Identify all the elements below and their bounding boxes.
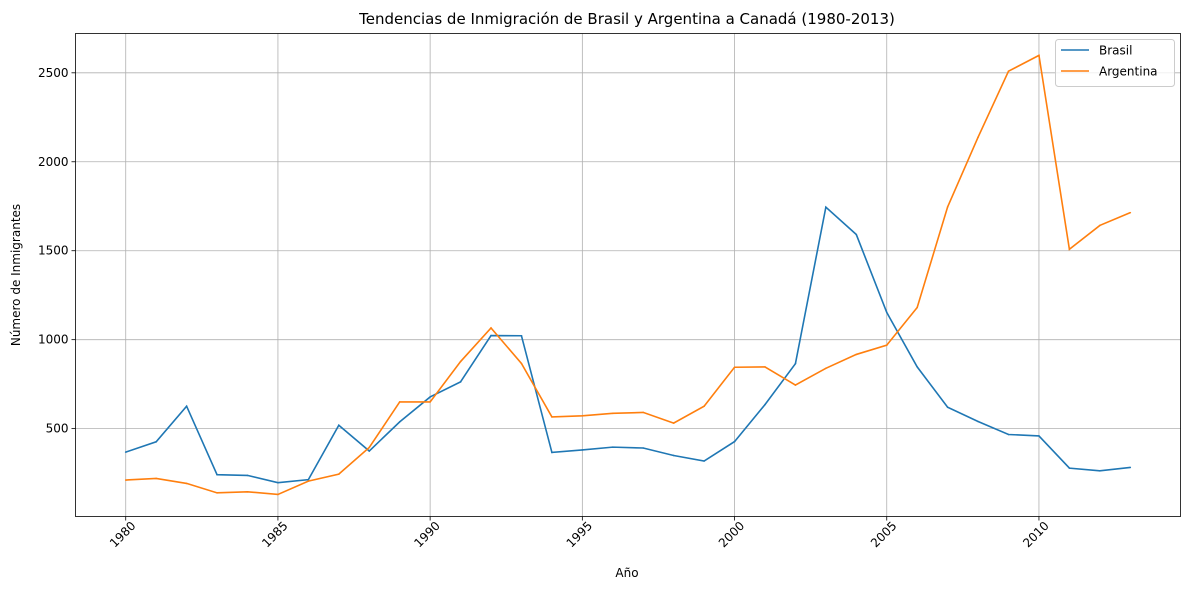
legend: Brasil Argentina [1055, 39, 1175, 87]
data-point-brasil [338, 424, 340, 427]
data-point-argentina [855, 353, 858, 356]
data-point-argentina [155, 477, 157, 480]
data-point-brasil [1129, 466, 1132, 469]
data-point-argentina [581, 415, 584, 417]
series-line-brasil [125, 205, 1131, 484]
data-point-argentina [459, 360, 462, 363]
data-point-argentina [825, 367, 827, 370]
data-point-brasil [703, 460, 705, 462]
y-axis-label: Número de Inmigrantes [9, 204, 23, 346]
data-point-brasil [885, 311, 888, 314]
data-point-brasil [1099, 469, 1101, 472]
data-point-argentina [1007, 70, 1010, 73]
data-point-brasil [794, 362, 797, 365]
data-point-brasil [1038, 435, 1040, 437]
data-point-brasil [459, 381, 462, 383]
data-point-brasil [733, 440, 736, 443]
data-point-argentina [1068, 248, 1071, 251]
series-line-argentina [125, 54, 1131, 496]
data-point-brasil [185, 405, 188, 408]
legend-label: Brasil [1099, 44, 1132, 58]
data-point-argentina [216, 492, 218, 494]
data-point-argentina [642, 411, 645, 414]
data-point-argentina [185, 482, 188, 485]
data-point-brasil [551, 451, 553, 454]
data-point-argentina [429, 401, 431, 403]
data-point-brasil [216, 473, 218, 476]
data-point-argentina [124, 479, 127, 481]
data-point-brasil [429, 396, 431, 398]
data-point-brasil [1007, 433, 1010, 436]
x-tick-label: 1980 [107, 519, 138, 550]
legend-label: Argentina [1099, 65, 1158, 79]
data-point-brasil [916, 366, 918, 368]
data-point-brasil [368, 450, 371, 452]
data-point-brasil [642, 447, 645, 449]
data-point-argentina [307, 480, 310, 482]
x-tick-label: 2010 [1020, 519, 1051, 550]
plot-area-frame [75, 33, 1181, 517]
data-point-brasil [946, 406, 949, 409]
chart-title: Tendencias de Inmigración de Brasil y Ar… [358, 10, 895, 28]
data-point-argentina [398, 401, 401, 403]
data-point-argentina [520, 362, 523, 365]
data-point-brasil [307, 478, 310, 481]
data-point-argentina [368, 446, 371, 449]
y-tick-label: 2000 [38, 155, 69, 169]
y-tick-label: 2500 [38, 66, 69, 80]
x-tick-label: 1985 [259, 519, 290, 550]
data-point-argentina [977, 136, 979, 139]
data-point-argentina [916, 306, 918, 309]
x-axis-label: Año [615, 566, 638, 580]
x-tick-label: 1995 [564, 519, 595, 550]
data-point-brasil [977, 420, 979, 423]
data-point-argentina [946, 206, 949, 208]
data-point-brasil [246, 474, 249, 477]
data-point-argentina [794, 384, 797, 386]
data-point-brasil [1068, 467, 1071, 469]
data-point-brasil [611, 446, 614, 448]
data-point-argentina [1129, 211, 1132, 214]
legend-box [1055, 39, 1175, 87]
data-point-argentina [733, 366, 736, 369]
data-point-argentina [246, 490, 249, 493]
data-point-argentina [764, 366, 766, 368]
x-tick-label: 1990 [411, 519, 442, 550]
data-point-brasil [825, 206, 827, 208]
data-point-argentina [1099, 224, 1101, 227]
data-point-brasil [277, 481, 279, 484]
data-point-argentina [490, 327, 492, 329]
data-point-brasil [581, 449, 584, 451]
data-point-brasil [672, 454, 675, 457]
data-point-argentina [338, 473, 340, 475]
data-point-argentina [703, 405, 705, 408]
data-point-brasil [855, 233, 858, 236]
data-point-brasil [490, 334, 492, 337]
data-point-brasil [764, 403, 766, 406]
data-point-brasil [124, 451, 127, 453]
data-point-argentina [277, 493, 279, 496]
x-tick-label: 2000 [716, 519, 747, 550]
data-point-argentina [551, 416, 553, 418]
y-tick-label: 1000 [38, 333, 69, 347]
x-tick-label: 2005 [868, 519, 899, 550]
data-point-brasil [520, 334, 523, 337]
data-point-argentina [885, 344, 888, 346]
y-tick-label: 500 [46, 422, 69, 436]
y-tick-label: 1500 [38, 244, 69, 258]
data-point-argentina [1038, 54, 1040, 57]
data-point-argentina [672, 422, 675, 424]
data-point-brasil [398, 421, 401, 423]
data-point-argentina [611, 412, 614, 415]
data-point-brasil [155, 440, 157, 443]
